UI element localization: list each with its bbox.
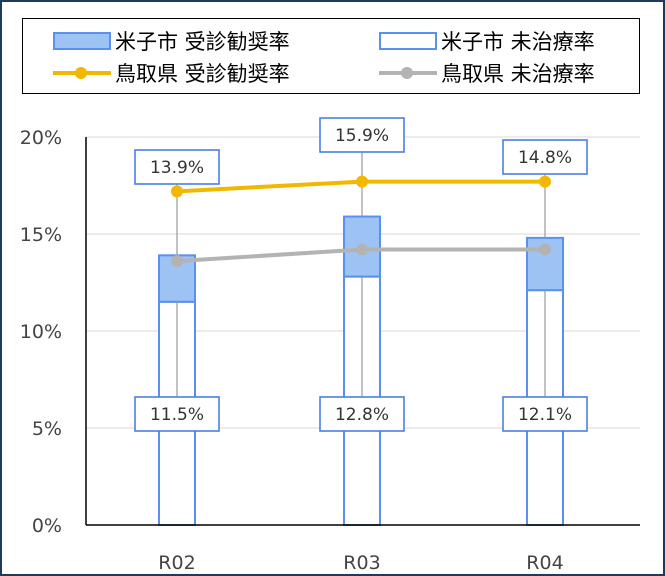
legend-item-yonago-untreated: 米子市 未治療率 (379, 27, 595, 55)
data-label-untreated-box (502, 396, 588, 432)
series-point (356, 243, 368, 256)
y-tick-label: 5% (32, 418, 62, 440)
x-tick-label: R04 (526, 552, 563, 574)
x-axis: R02 R03 R04 (86, 524, 640, 574)
y-tick-label: 0% (32, 515, 62, 537)
data-label-recommendation: 14.8% (518, 148, 572, 168)
x-tick-label: R03 (343, 552, 380, 574)
data-label-recommendation-box (319, 117, 405, 153)
data-label-recommendation-box (134, 149, 220, 185)
y-axis: 0% 5% 10% 15% 20% (20, 127, 87, 537)
data-label-recommendation: 15.9% (335, 126, 389, 146)
legend: 米子市 受診勧奨率 米子市 未治療率 鳥取県 受診勧奨率 鳥取県 未治療率 (22, 18, 640, 94)
legend-label-tottori-rec: 鳥取県 受診勧奨率 (115, 62, 290, 86)
data-label-untreated: 11.5% (150, 405, 204, 425)
data-label-recommendation-box (502, 139, 588, 175)
legend-item-tottori-untreated: 鳥取県 未治療率 (379, 59, 595, 87)
legend-label-yonago-untreated: 米子市 未治療率 (441, 30, 595, 54)
legend-label-tottori-untreated: 鳥取県 未治療率 (441, 62, 595, 86)
leader-lines (176, 151, 546, 399)
series-point (356, 175, 368, 188)
data-label-recommendation: 13.9% (150, 158, 204, 178)
y-tick-label: 10% (20, 321, 62, 343)
legend-swatch-tottori-untreated (379, 64, 437, 82)
lines (171, 175, 551, 268)
data-label-untreated: 12.8% (335, 405, 389, 425)
legend-swatch-yonago-rec (53, 32, 111, 50)
legend-label-yonago-rec: 米子市 受診勧奨率 (115, 30, 290, 54)
data-labels: 13.9% 11.5% 15.9% 12.8% 14.8% 12.1% (134, 117, 588, 432)
legend-swatch-yonago-untreated (379, 32, 437, 50)
data-label-untreated-box (319, 396, 405, 432)
legend-swatch-tottori-rec (53, 64, 111, 82)
series-point (539, 243, 551, 256)
series-point (171, 255, 183, 268)
series-point (171, 185, 183, 198)
series-point (539, 175, 551, 188)
y-tick-label: 20% (20, 127, 62, 149)
data-label-untreated-box (134, 396, 220, 432)
x-tick-label: R02 (158, 552, 195, 574)
legend-item-tottori-rec: 鳥取県 受診勧奨率 (53, 59, 290, 87)
y-tick-label: 15% (20, 224, 62, 246)
data-label-untreated: 12.1% (518, 405, 572, 425)
legend-item-yonago-rec: 米子市 受診勧奨率 (53, 27, 290, 55)
bars (158, 215, 564, 527)
